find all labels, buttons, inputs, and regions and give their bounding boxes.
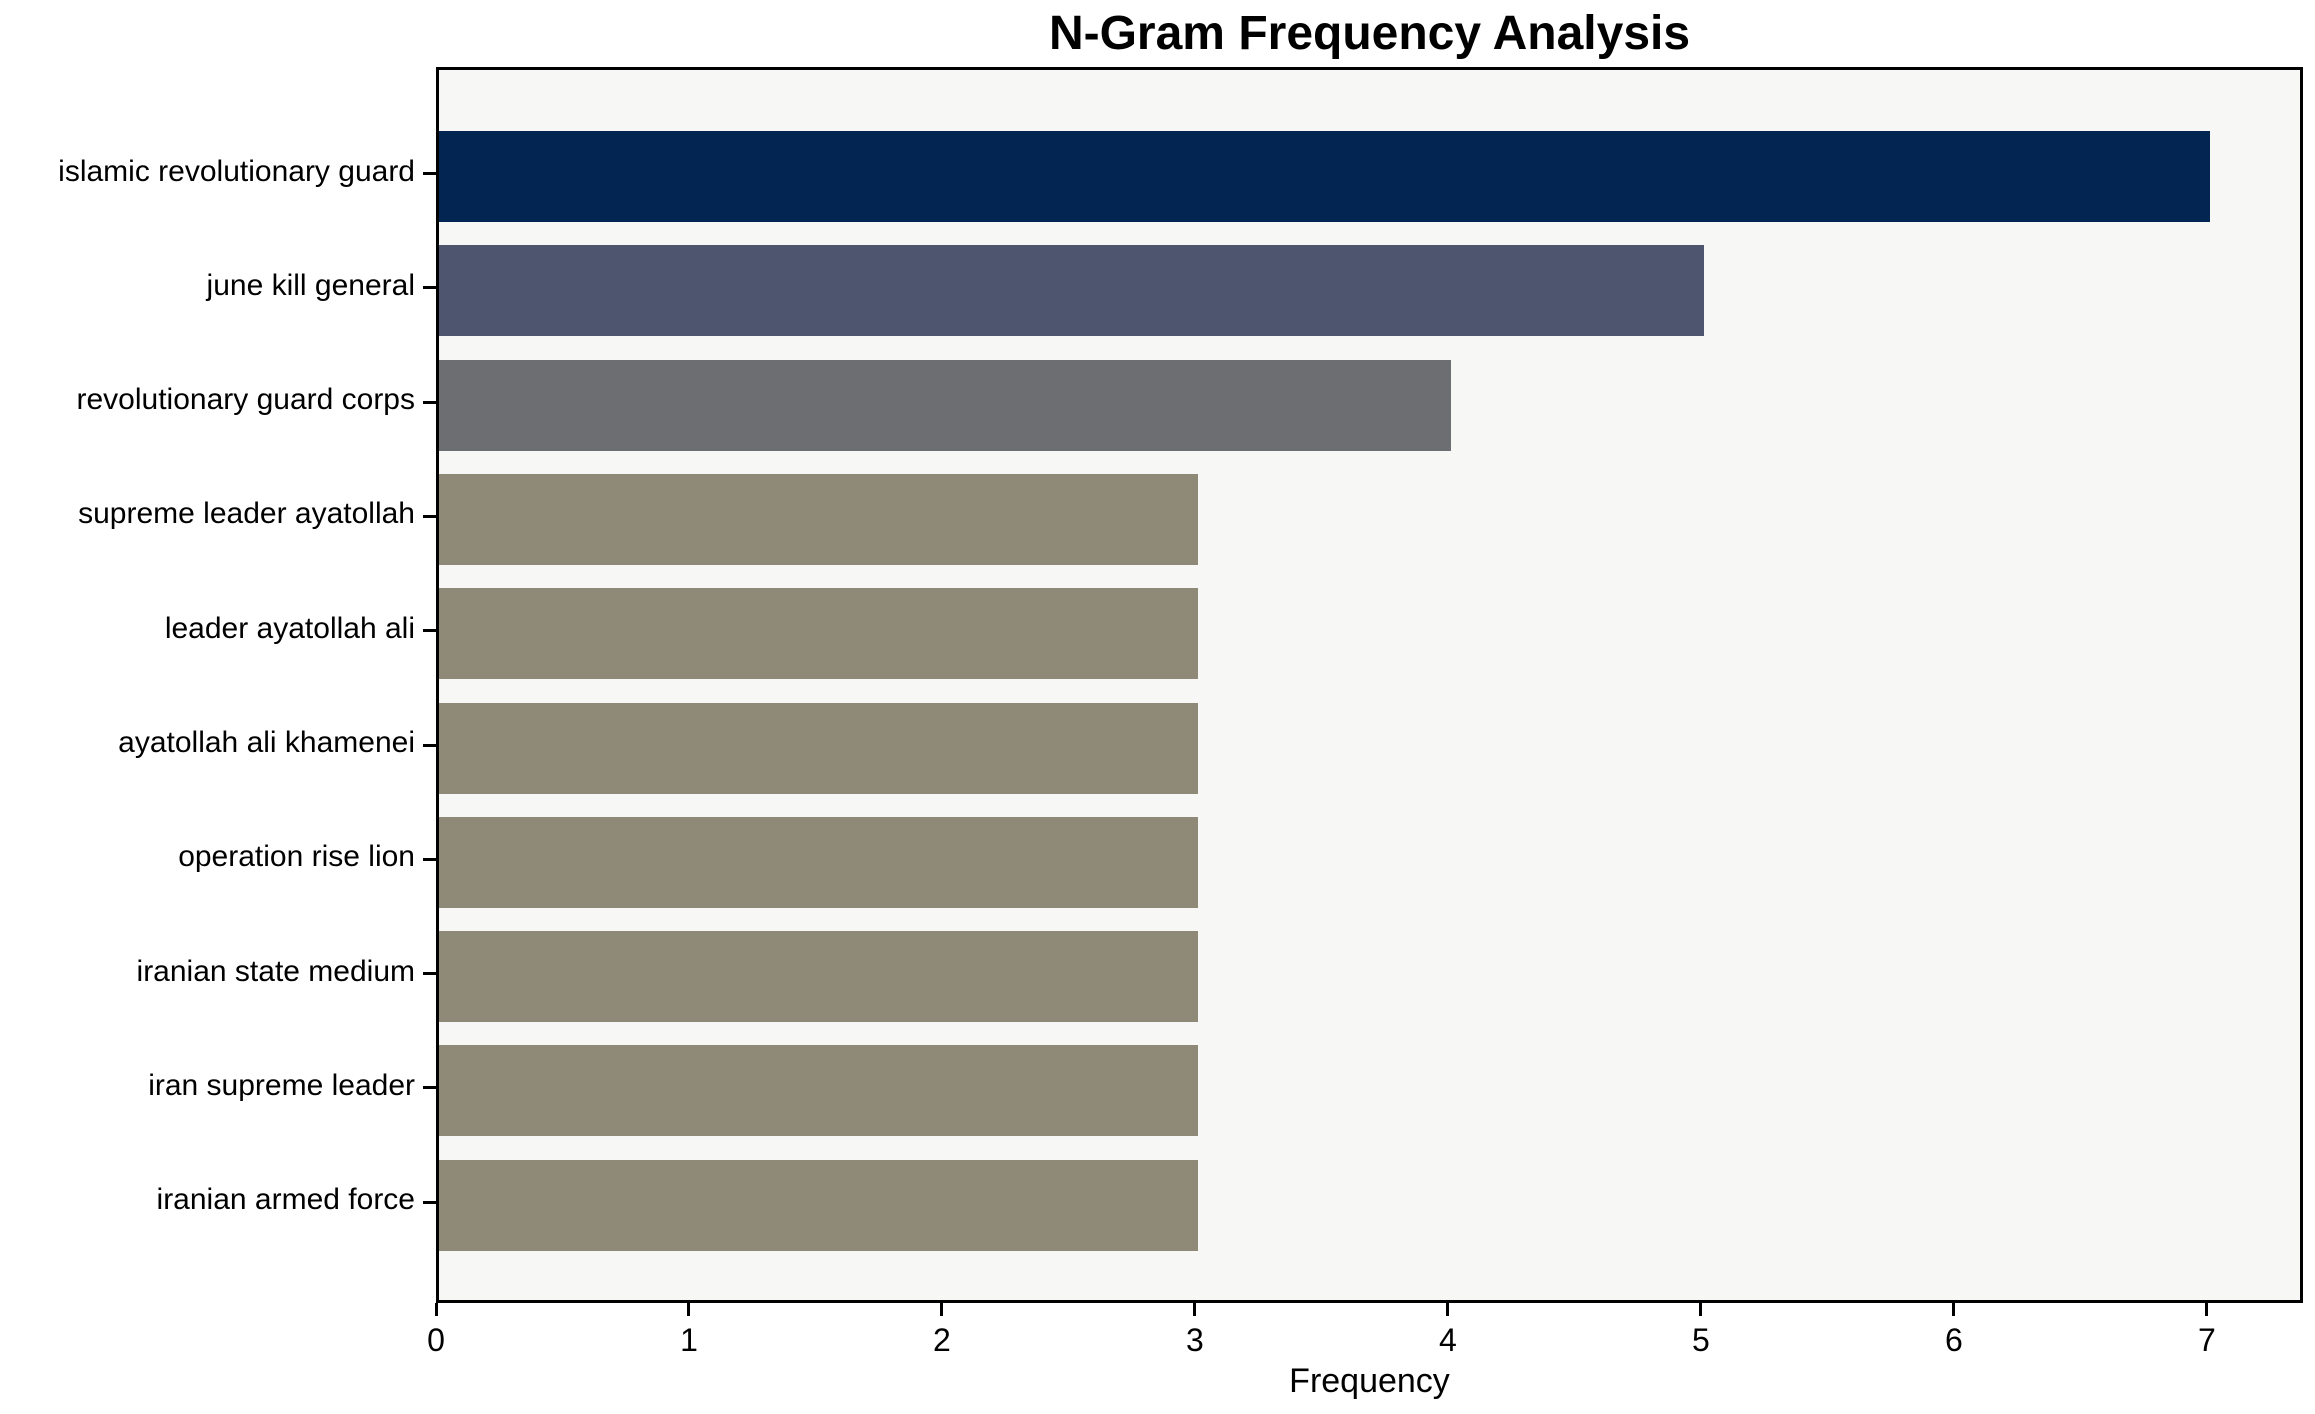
y-tick-label: iranian state medium: [136, 954, 415, 988]
x-tick-label: 5: [1691, 1322, 1710, 1358]
x-tick-label: 6: [1944, 1322, 1963, 1358]
x-tick-label: 4: [1439, 1322, 1457, 1358]
x-tick-label: 2: [933, 1322, 951, 1358]
plot-area: [436, 67, 2303, 1303]
bar: [439, 359, 1451, 451]
y-tick-label: revolutionary guard corps: [76, 383, 415, 417]
y-tick-mark: [423, 1200, 436, 1204]
x-tick-mark: [940, 1303, 944, 1316]
y-tick-label: iran supreme leader: [148, 1068, 415, 1102]
y-tick-mark: [423, 514, 436, 518]
x-tick-mark: [1699, 1303, 1703, 1316]
x-tick-mark: [687, 1303, 691, 1316]
y-tick-mark: [423, 1086, 436, 1090]
y-tick-label: supreme leader ayatollah: [78, 497, 415, 531]
y-tick-mark: [423, 400, 436, 404]
x-axis-label: Frequency: [1289, 1362, 1450, 1400]
y-tick-mark: [423, 857, 436, 861]
bar: [439, 816, 1198, 908]
x-tick-label: 0: [427, 1322, 445, 1358]
x-tick-mark: [1446, 1303, 1450, 1316]
x-tick-mark: [1952, 1303, 1956, 1316]
bar: [439, 931, 1198, 1023]
bar: [439, 1159, 1198, 1251]
x-tick-label: 1: [680, 1322, 698, 1358]
y-tick-mark: [423, 172, 436, 175]
bar: [439, 588, 1198, 680]
x-tick-mark: [2205, 1303, 2209, 1316]
bar: [439, 473, 1198, 565]
y-tick-mark: [423, 629, 436, 633]
bar: [439, 245, 1704, 337]
bar: [439, 702, 1198, 794]
bar: [439, 131, 2210, 222]
y-tick-label: june kill general: [206, 268, 415, 302]
y-tick-mark: [423, 286, 436, 290]
y-tick-mark: [423, 743, 436, 747]
y-tick-mark: [423, 972, 436, 976]
x-tick-label: 7: [2197, 1322, 2216, 1358]
y-tick-label: iranian armed force: [156, 1183, 415, 1217]
y-tick-label: operation rise lion: [178, 840, 415, 874]
y-tick-label: leader ayatollah ali: [164, 611, 415, 645]
y-tick-label: ayatollah ali khamenei: [118, 726, 415, 759]
x-tick-label: 3: [1186, 1322, 1204, 1358]
chart-title: N-Gram Frequency Analysis: [1048, 7, 1691, 60]
bar: [439, 1045, 1198, 1137]
y-tick-label: islamic revolutionary guard: [58, 154, 415, 188]
x-tick-mark: [434, 1303, 438, 1316]
x-tick-mark: [1193, 1303, 1197, 1316]
